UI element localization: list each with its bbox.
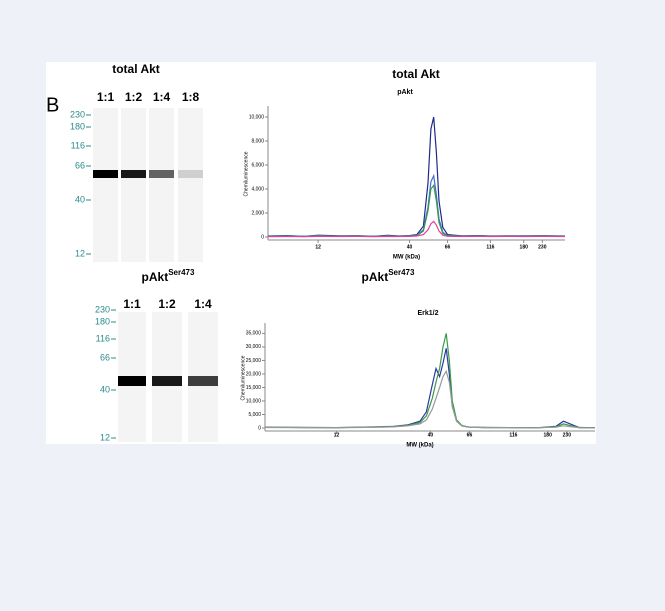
chart-title: pAkt	[397, 89, 413, 96]
lane-label: 1:8	[182, 90, 200, 104]
y-tick-label: 8,000	[251, 138, 264, 144]
lane-label: 1:2	[158, 297, 176, 311]
blot-band	[118, 376, 146, 386]
x-tick-label: 230	[563, 432, 572, 438]
marker-label: 40	[75, 194, 85, 204]
x-tick-label: 180	[520, 244, 529, 250]
lane-label: 1:2	[125, 90, 143, 104]
marker-label: 180	[70, 121, 85, 131]
x-axis-label: MW (kDa)	[393, 255, 420, 261]
y-tick-label: 30,000	[246, 344, 262, 350]
blot-lane	[178, 108, 203, 262]
marker-label: 12	[75, 248, 85, 258]
page: B total Akt pAktSer473 1:11:21:41:823018…	[0, 0, 665, 611]
lane-label: 1:1	[123, 297, 141, 311]
x-tick-label: 40	[428, 432, 434, 438]
y-tick-label: 0	[261, 234, 264, 240]
chart-heading-main: pAkt	[362, 270, 389, 284]
x-tick-label: 12	[334, 432, 340, 438]
y-tick-label: 35,000	[246, 331, 262, 337]
chart-heading: total Akt	[392, 67, 440, 81]
x-tick-label: 66	[445, 244, 451, 250]
marker-label: 230	[70, 109, 85, 119]
y-tick-label: 2,000	[251, 210, 264, 216]
blot-title: total Akt	[112, 62, 160, 76]
chart-heading-sup: Ser473	[388, 268, 415, 277]
blot-lane	[121, 108, 146, 262]
y-tick-label: 0	[258, 425, 261, 431]
panel-label: B	[46, 94, 59, 116]
x-tick-label: 66	[467, 432, 473, 438]
marker-label: 116	[71, 140, 85, 150]
blot-band	[93, 170, 118, 178]
y-axis-label: Chemiluminescence	[243, 151, 249, 196]
y-tick-label: 10,000	[249, 114, 265, 120]
blot-band	[152, 376, 182, 386]
y-tick-label: 4,000	[251, 186, 264, 192]
blot-title-main: pAkt	[142, 270, 169, 284]
y-tick-label: 5,000	[248, 412, 261, 418]
y-tick-label: 6,000	[251, 162, 264, 168]
marker-label: 40	[100, 384, 110, 394]
marker-label: 66	[100, 352, 110, 362]
blot-band	[188, 376, 218, 386]
blot-band	[121, 170, 146, 178]
blot-title-sup: Ser473	[168, 268, 195, 277]
marker-label: 116	[96, 333, 110, 343]
marker-label: 180	[95, 316, 110, 326]
x-tick-label: 116	[509, 432, 517, 438]
y-tick-label: 10,000	[246, 398, 262, 404]
lane-label: 1:4	[153, 90, 171, 104]
blot-lane	[93, 108, 118, 262]
marker-label: 230	[95, 304, 110, 314]
y-tick-label: 15,000	[246, 385, 262, 391]
x-tick-label: 180	[544, 432, 553, 438]
x-tick-label: 230	[538, 244, 547, 250]
blot-lane	[149, 108, 174, 262]
x-tick-label: 40	[407, 244, 413, 250]
chart-title: Erk1/2	[417, 310, 438, 317]
x-tick-label: 116	[486, 244, 494, 250]
figure: B total Akt pAktSer473 1:11:21:41:823018…	[0, 0, 665, 611]
y-tick-label: 20,000	[246, 371, 262, 377]
y-tick-label: 25,000	[246, 358, 262, 364]
chart-heading-main: total Akt	[392, 67, 440, 81]
x-axis-label: MW (kDa)	[406, 443, 433, 449]
lane-label: 1:1	[97, 90, 115, 104]
blot-band	[178, 170, 203, 178]
marker-label: 66	[75, 160, 85, 170]
y-axis-label: Chemiluminescence	[240, 355, 246, 400]
x-tick-label: 12	[315, 244, 321, 250]
blot-band	[149, 170, 174, 178]
marker-label: 12	[100, 432, 110, 442]
lane-label: 1:4	[194, 297, 212, 311]
